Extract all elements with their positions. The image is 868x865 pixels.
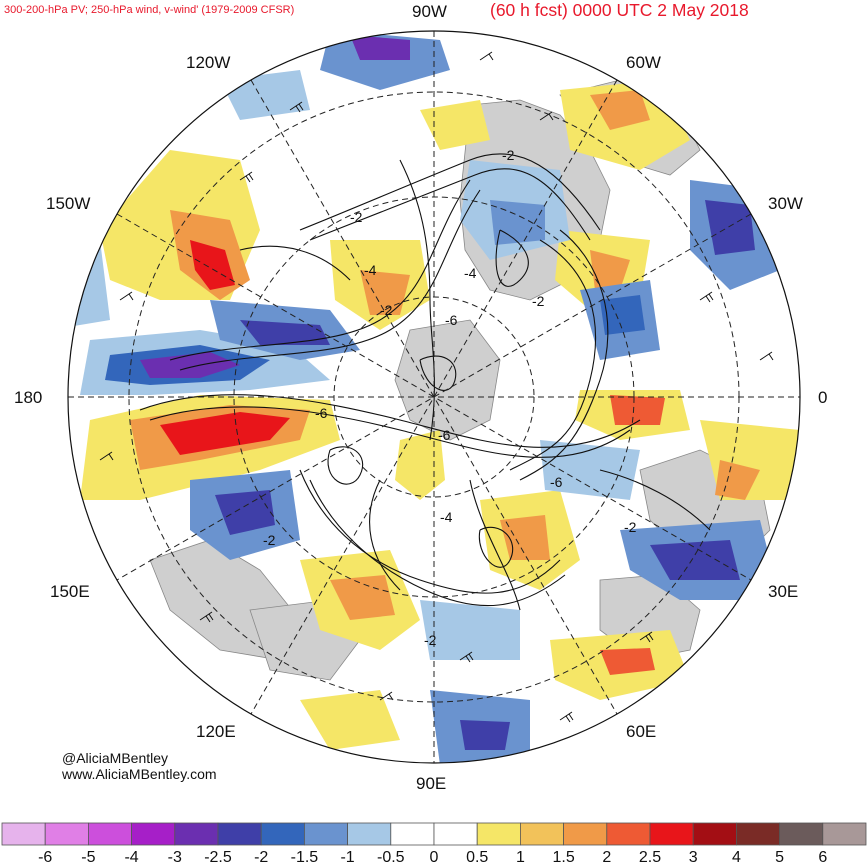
contour-label: -4 — [464, 265, 477, 281]
colorbar-swatch — [649, 822, 694, 846]
contour-label: -2 — [263, 532, 276, 548]
lon-label-0: 0 — [818, 388, 827, 407]
colorbar-swatch — [779, 822, 824, 846]
colorbar-label: 3 — [689, 849, 698, 865]
contour-label: -4 — [440, 509, 453, 525]
colorbar-label: -2 — [254, 849, 268, 865]
contour-label: -6 — [315, 405, 328, 421]
colorbar-label: 2 — [602, 849, 611, 865]
colorbar-swatch — [44, 822, 89, 846]
colorbar-swatch — [217, 822, 262, 846]
colorbar-label: 1 — [516, 849, 525, 865]
lon-label-90e: 90E — [416, 774, 446, 793]
colorbar-label: -3 — [168, 849, 182, 865]
right-title: (60 h fcst) 0000 UTC 2 May 2018 — [490, 0, 749, 20]
contour-label: -4 — [364, 262, 377, 278]
left-title: 300-200-hPa PV; 250-hPa wind, v-wind' (1… — [4, 4, 294, 16]
colorbar-label: 0 — [430, 849, 439, 865]
contour-label: -6 — [438, 427, 451, 443]
colorbar-swatch — [1, 822, 46, 846]
lon-label-30w: 30W — [768, 194, 803, 213]
lon-label-120e: 120E — [196, 722, 236, 741]
colorbar-label: -5 — [81, 849, 95, 865]
contour-label: -6 — [550, 474, 563, 490]
colorbar-label: -1 — [340, 849, 354, 865]
lon-label-90w: 90W — [412, 2, 447, 21]
colorbar-label: 1.5 — [552, 849, 574, 865]
credit-handle: @AliciaMBentley — [62, 750, 168, 766]
polar-stereographic-map — [68, 31, 800, 763]
colorbar-swatch — [88, 822, 133, 846]
colorbar-label: -1.5 — [291, 849, 319, 865]
contour-label: -6 — [445, 312, 458, 328]
colorbar-label: -2.5 — [204, 849, 232, 865]
colorbar: -6 -5 -4 -3 -2.5 -2 -1.5 -1 -0.5 0 0.5 1 1.5 2 2.5 3 4 5 6 — [1, 822, 867, 865]
colorbar-swatch — [174, 822, 219, 846]
pv-contours — [139, 153, 711, 611]
contour-label: -2 — [502, 147, 515, 163]
colorbar-swatch — [433, 822, 478, 846]
contour-value-labels: -2 -2 -4 -2 -6 -6 -6 -4 -6 -2 -2 -2 -2 -… — [263, 147, 637, 648]
colorbar-swatch — [390, 822, 435, 846]
lon-label-60w: 60W — [626, 53, 661, 72]
colorbar-label: 0.5 — [466, 849, 488, 865]
colorbar-swatch — [692, 822, 737, 846]
colorbar-swatch — [606, 822, 651, 846]
colorbar-swatch — [260, 822, 305, 846]
colorbar-swatch — [476, 822, 521, 846]
lon-label-60e: 60E — [626, 722, 656, 741]
colorbar-label: 4 — [732, 849, 741, 865]
colorbar-swatch — [736, 822, 781, 846]
colorbar-swatch — [347, 822, 392, 846]
contour-label: -2 — [350, 209, 363, 225]
colorbar-label: 6 — [818, 849, 827, 865]
colorbar-label: 2.5 — [639, 849, 661, 865]
contour-label: -2 — [380, 302, 393, 318]
lon-label-150w: 150W — [46, 194, 90, 213]
lon-label-120w: 120W — [186, 53, 230, 72]
lon-label-150e: 150E — [50, 582, 90, 601]
contour-label: -2 — [424, 632, 437, 648]
colorbar-label: -4 — [124, 849, 138, 865]
graticule — [68, 31, 800, 763]
colorbar-swatch — [563, 822, 608, 846]
lon-label-30e: 30E — [768, 582, 798, 601]
colorbar-swatch — [131, 822, 176, 846]
credit-website: www.AliciaMBentley.com — [61, 766, 217, 782]
colorbar-swatch — [303, 822, 348, 846]
colorbar-label: -0.5 — [377, 849, 405, 865]
lon-label-180: 180 — [14, 388, 42, 407]
map-border — [67, 30, 801, 764]
colorbar-label: -6 — [38, 849, 52, 865]
colorbar-swatch — [822, 822, 867, 846]
longitude-labels: 90W 60W 120W 150W 30W 180 0 150E 30E 120… — [14, 2, 827, 793]
colorbar-swatch — [520, 822, 565, 846]
colorbar-label: 5 — [775, 849, 784, 865]
positive-anomaly-shading — [80, 80, 800, 750]
contour-label: -2 — [624, 519, 637, 535]
contour-label: -2 — [532, 293, 545, 309]
